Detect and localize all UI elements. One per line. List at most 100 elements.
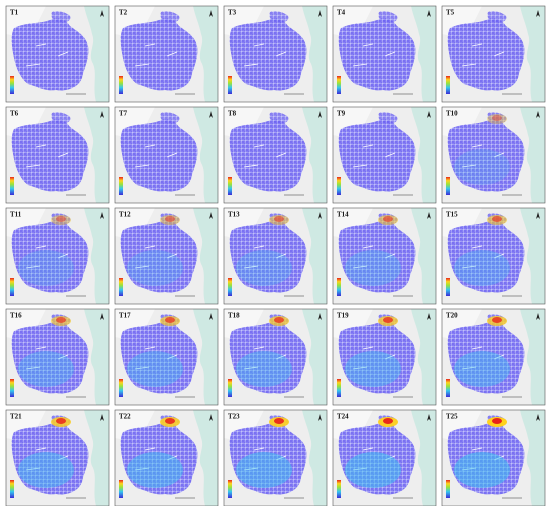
hotspot-core [383,317,393,323]
warm-area [127,452,183,488]
panel-label: T17 [119,312,131,320]
warm-area [236,250,292,286]
warm-area [127,250,183,286]
hotspot-core [56,317,66,323]
map-panel: T11 [5,207,110,305]
map-image [333,107,436,203]
hotspot-core [165,317,175,323]
map-panel: T1 [5,5,110,103]
panel-label: T5 [446,9,455,17]
map-panel: T2 [114,5,219,103]
warm-area [127,351,183,387]
hotspot-core [492,317,502,323]
map-panel: T25 [441,409,546,506]
panel-label: T24 [337,413,349,421]
panel-border [223,409,328,506]
panel-border [114,308,219,406]
map-panel: T7 [114,106,219,204]
panel-label: T22 [119,413,131,421]
map-panel: T16 [5,308,110,406]
panel-border [5,207,110,305]
map-panel: T21 [5,409,110,506]
map-panel: T8 [223,106,328,204]
panel-label: T7 [119,110,128,118]
panel-border [114,207,219,305]
hotspot-core [274,216,284,222]
map-image [115,107,218,203]
panel-border [114,409,219,506]
map-panel: T18 [223,308,328,406]
panel-border [332,5,437,103]
hotspot-core [165,216,175,222]
map-panel: T20 [441,308,546,406]
panel-label: T12 [119,211,131,219]
panel-border [114,106,219,204]
hotspot-core [165,418,175,424]
panel-border [114,5,219,103]
warm-area [236,351,292,387]
panel-label: T25 [446,413,458,421]
panel-label: T9 [337,110,346,118]
map-panel: T14 [332,207,437,305]
panel-label: T23 [228,413,240,421]
panel-border [441,207,546,305]
panel-border [332,106,437,204]
hotspot-core [492,216,502,222]
panel-border [5,106,110,204]
warm-area [345,452,401,488]
map-panel: T9 [332,106,437,204]
hotspot-core [274,317,284,323]
panel-label: T18 [228,312,240,320]
panel-border [332,308,437,406]
map-panel: T6 [5,106,110,204]
panel-label: T16 [10,312,22,320]
warm-area [236,452,292,488]
panel-label: T14 [337,211,349,219]
map-panel: T19 [332,308,437,406]
warm-area [18,250,74,286]
map-image [6,6,109,102]
panel-label: T19 [337,312,349,320]
map-image [115,6,218,102]
panel-label: T1 [10,9,19,17]
hotspot-core [56,216,66,222]
map-panel: T5 [441,5,546,103]
panel-border [5,5,110,103]
hotspot-core [492,418,502,424]
panel-border [5,308,110,406]
panel-label: T15 [446,211,458,219]
panel-border [441,308,546,406]
hotspot-core [383,216,393,222]
map-panel: T22 [114,409,219,506]
panel-label: T3 [228,9,237,17]
map-image [224,6,327,102]
warm-area [18,351,74,387]
map-panel: T4 [332,5,437,103]
hotspot-core [56,418,66,424]
map-panel: T23 [223,409,328,506]
map-image [224,107,327,203]
panel-border [223,5,328,103]
hotspot-core [274,418,284,424]
hotspot [51,215,71,225]
panel-label: T2 [119,9,128,17]
map-panel: T10 [441,106,546,204]
map-panel: T24 [332,409,437,506]
panel-border [441,106,546,204]
hotspot-core [383,418,393,424]
warm-area [345,351,401,387]
hotspot [160,215,180,225]
map-panel: T12 [114,207,219,305]
hotspot-core [492,115,502,121]
hotspot [487,114,507,124]
panel-label: T21 [10,413,22,421]
warm-area [345,250,401,286]
warm-area [454,250,510,286]
warm-area [454,149,510,185]
map-panel: T15 [441,207,546,305]
panel-border [332,207,437,305]
warm-area [18,452,74,488]
warm-area [454,351,510,387]
